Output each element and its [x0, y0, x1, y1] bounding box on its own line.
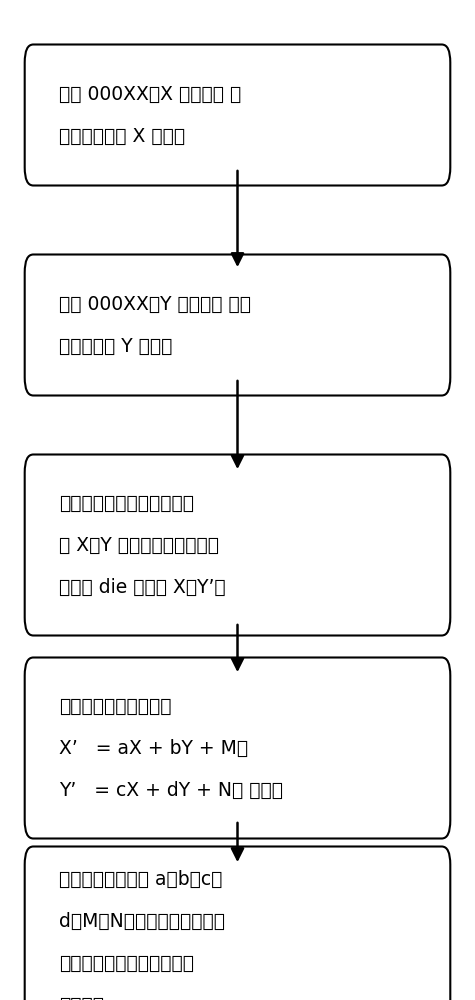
Text: 到两个品种参数下的坐标对: 到两个品种参数下的坐标对	[59, 954, 194, 972]
Text: 代入坐标，通过公式：: 代入坐标，通过公式：	[59, 696, 172, 716]
Text: 读出 000XX（X 坐标）： 按: 读出 000XX（X 坐标）： 按	[59, 85, 242, 104]
Text: 入 X、Y 坐标的区域，分别取: 入 X、Y 坐标的区域，分别取	[59, 536, 219, 554]
FancyBboxPatch shape	[25, 658, 450, 838]
Text: X’   = aX + bY + M；: X’ = aX + bY + M；	[59, 738, 248, 758]
FancyBboxPatch shape	[25, 454, 450, 636]
FancyBboxPatch shape	[25, 254, 450, 395]
Text: 进制编码的 Y 坐标。: 进制编码的 Y 坐标。	[59, 336, 173, 356]
FancyBboxPatch shape	[25, 44, 450, 186]
FancyBboxPatch shape	[25, 846, 450, 1000]
Text: 应关系。: 应关系。	[59, 996, 104, 1000]
Text: 读出 000XX（Y 坐标）： 按二: 读出 000XX（Y 坐标）： 按二	[59, 294, 251, 313]
Text: d，M，N代入到公式中，即得: d，M，N代入到公式中，即得	[59, 912, 225, 930]
Text: 在新的品种参数下测试已写: 在新的品种参数下测试已写	[59, 493, 194, 512]
Text: 将计算出的未知数 a，b，c，: 将计算出的未知数 a，b，c，	[59, 869, 223, 888]
Text: Y’   = cX + dY + N； 转换。: Y’ = cX + dY + N； 转换。	[59, 780, 284, 800]
Text: 不同的 die 的坐标 X，Y’。: 不同的 die 的坐标 X，Y’。	[59, 578, 226, 596]
Text: 二进制编码的 X 坐标。: 二进制编码的 X 坐标。	[59, 126, 186, 145]
